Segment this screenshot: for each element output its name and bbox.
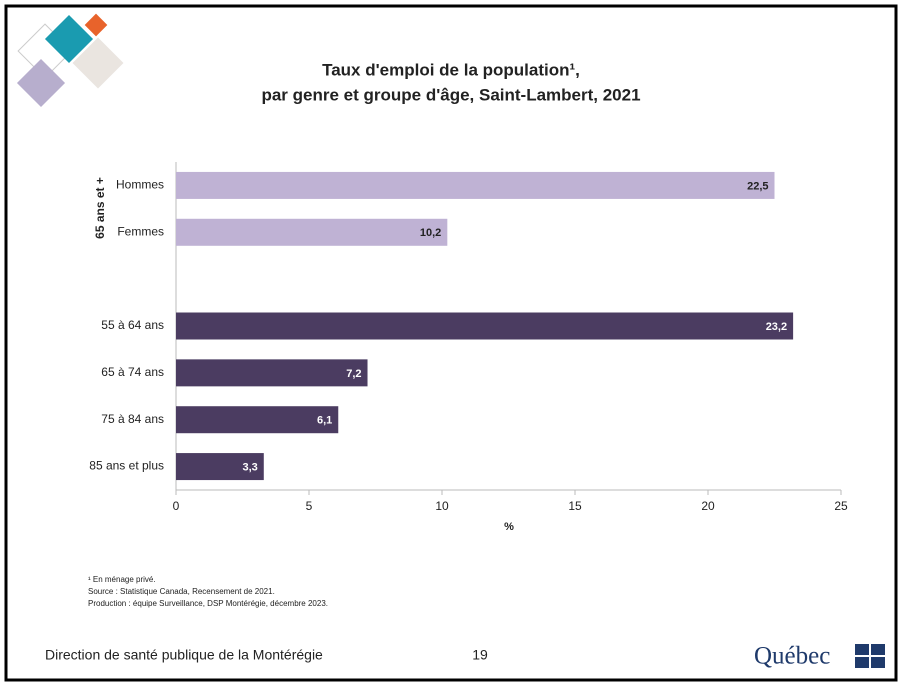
value-label: 22,5 (747, 180, 768, 192)
chart-title: par genre et groupe d'âge, Saint-Lambert… (261, 85, 640, 104)
x-tick-label: 5 (306, 499, 313, 513)
logo-flag (855, 644, 885, 668)
note: Source : Statistique Canada, Recensement… (88, 587, 275, 596)
y-tick-label: Hommes (116, 178, 164, 192)
footer-organization: Direction de santé publique de la Montér… (45, 647, 323, 663)
x-tick-label: 20 (701, 499, 715, 513)
y-tick-label: 85 ans et plus (89, 459, 164, 473)
note: ¹ En ménage privé. (88, 575, 156, 584)
slide-frame (4, 4, 898, 682)
y-tick-label: 55 à 64 ans (101, 318, 164, 332)
bar (176, 406, 339, 434)
y-tick-label: Femmes (117, 224, 164, 238)
x-tick-label: 25 (834, 499, 848, 513)
logo-text: Québec (754, 643, 830, 670)
page-number: 19 (472, 647, 488, 663)
y-tick-label: 65 à 74 ans (101, 365, 164, 379)
bar (176, 218, 448, 246)
chart-title: Taux d'emploi de la population¹, (322, 60, 580, 79)
x-tick-label: 0 (173, 499, 180, 513)
decoration (16, 13, 124, 108)
bar (176, 453, 264, 481)
note: Production : équipe Surveillance, DSP Mo… (88, 599, 328, 608)
value-label: 3,3 (242, 461, 257, 473)
x-axis-label: % (504, 521, 514, 533)
bar (176, 359, 368, 387)
group-label: 65 ans et + (93, 177, 107, 239)
value-label: 6,1 (317, 415, 332, 427)
bar (176, 171, 775, 199)
x-tick-label: 10 (435, 499, 449, 513)
value-label: 7,2 (346, 368, 361, 380)
y-tick-label: 75 à 84 ans (101, 412, 164, 426)
value-label: 23,2 (766, 321, 787, 333)
value-label: 10,2 (420, 227, 441, 239)
bar (176, 312, 794, 340)
x-tick-label: 15 (568, 499, 582, 513)
